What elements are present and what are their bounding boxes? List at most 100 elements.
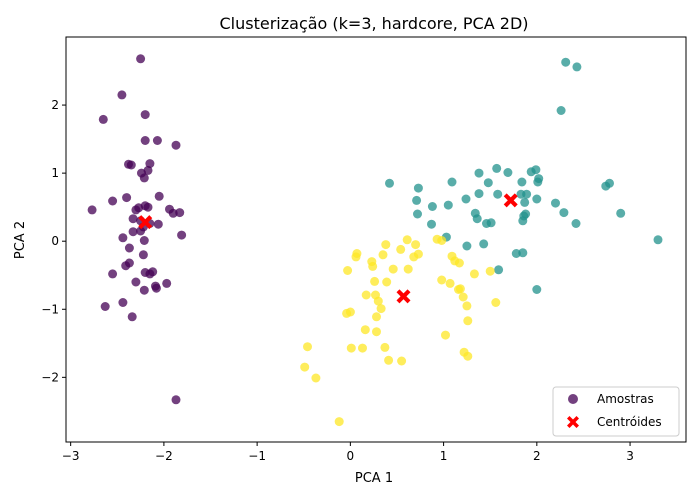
sample-point-cluster-1: [479, 239, 489, 249]
sample-point-cluster-0: [139, 236, 149, 245]
sample-point-cluster-1: [462, 241, 472, 251]
y-tick-label: 1: [51, 166, 59, 180]
sample-point-cluster-2: [370, 276, 380, 286]
centroid-marker-1: [503, 193, 518, 208]
sample-point-cluster-2: [396, 244, 406, 254]
sample-point-cluster-1: [556, 106, 566, 115]
sample-point-cluster-1: [531, 165, 541, 175]
sample-point-cluster-2: [485, 266, 495, 276]
sample-point-cluster-0: [145, 159, 155, 169]
sample-point-cluster-2: [409, 252, 419, 262]
sample-point-cluster-1: [532, 285, 542, 294]
sample-point-cluster-1: [413, 183, 423, 193]
legend-marker-centroides: [567, 416, 579, 428]
sample-point-cluster-0: [177, 230, 187, 240]
y-tick-label: −1: [41, 302, 59, 316]
sample-point-cluster-2: [372, 312, 381, 322]
sample-point-cluster-2: [397, 356, 407, 366]
sample-point-cluster-0: [128, 227, 138, 237]
sample-point-cluster-0: [162, 278, 172, 288]
sample-point-cluster-0: [118, 233, 128, 243]
sample-point-cluster-1: [517, 177, 527, 187]
x-tick-label: 3: [626, 449, 634, 463]
sample-point-cluster-2: [368, 261, 378, 271]
sample-point-cluster-1: [385, 178, 394, 188]
sample-point-cluster-1: [520, 197, 530, 207]
sample-point-cluster-1: [486, 218, 496, 228]
sample-point-cluster-2: [411, 240, 421, 250]
sample-point-cluster-1: [561, 57, 571, 67]
sample-point-cluster-0: [140, 110, 150, 120]
sample-point-cluster-0: [87, 205, 97, 215]
centroid-marker-0: [138, 215, 153, 230]
sample-point-cluster-0: [98, 114, 108, 124]
sample-point-cluster-1: [572, 62, 582, 72]
sample-point-cluster-1: [483, 178, 493, 188]
centroid-marker-2: [396, 289, 411, 304]
sample-point-cluster-1: [472, 214, 482, 224]
sample-point-cluster-2: [343, 266, 353, 275]
sample-point-cluster-2: [346, 343, 356, 353]
sample-point-cluster-0: [171, 395, 181, 405]
sample-point-cluster-2: [454, 258, 464, 268]
x-tick-label: 0: [347, 449, 355, 463]
sample-point-cluster-1: [601, 181, 611, 191]
sample-point-cluster-2: [462, 301, 472, 311]
sample-point-cluster-0: [108, 269, 118, 279]
sample-point-cluster-2: [491, 298, 501, 307]
sample-point-cluster-1: [551, 198, 560, 208]
sample-point-cluster-1: [474, 189, 484, 199]
sample-point-cluster-1: [518, 216, 528, 226]
x-tick-label: 2: [533, 449, 541, 463]
sample-point-cluster-2: [300, 362, 310, 372]
sample-point-cluster-1: [492, 163, 502, 173]
sample-point-cluster-2: [402, 235, 412, 245]
sample-point-cluster-1: [653, 235, 663, 245]
sample-point-cluster-2: [342, 308, 352, 318]
sample-point-cluster-2: [360, 325, 370, 335]
sample-point-cluster-1: [533, 177, 543, 187]
sample-point-cluster-2: [382, 277, 392, 287]
y-tick-label: −2: [41, 370, 59, 384]
sample-point-cluster-1: [616, 208, 626, 218]
sample-point-cluster-2: [303, 342, 312, 352]
x-axis-label: PCA 1: [355, 471, 393, 486]
sample-point-cluster-0: [148, 267, 158, 277]
sample-point-cluster-1: [493, 189, 503, 199]
legend-marker-amostras: [568, 394, 578, 404]
sample-point-cluster-2: [458, 292, 468, 302]
sample-point-cluster-0: [124, 243, 134, 253]
sample-point-cluster-2: [381, 240, 391, 250]
sample-point-cluster-2: [437, 275, 447, 285]
sample-point-cluster-0: [143, 202, 153, 212]
sample-point-cluster-2: [334, 417, 344, 427]
sample-point-cluster-2: [437, 236, 447, 245]
sample-point-cluster-1: [559, 208, 569, 218]
sample-point-cluster-2: [378, 250, 388, 260]
sample-point-cluster-0: [128, 214, 138, 224]
plot-frame: [65, 36, 687, 443]
legend-label-amostras: Amostras: [597, 392, 654, 406]
sample-point-cluster-0: [138, 250, 148, 260]
y-tick-label: 2: [51, 98, 59, 112]
x-tick-label: −3: [62, 449, 80, 463]
sample-point-cluster-1: [413, 209, 422, 219]
sample-point-cluster-0: [131, 205, 141, 215]
sample-point-cluster-2: [361, 290, 371, 300]
sample-point-cluster-2: [388, 264, 398, 274]
x-tick-label: −2: [155, 449, 173, 463]
sample-point-cluster-1: [522, 189, 532, 199]
sample-point-cluster-1: [511, 249, 521, 258]
sample-point-cluster-0: [126, 160, 136, 170]
sample-point-cluster-2: [445, 278, 455, 288]
sample-point-cluster-1: [532, 194, 542, 204]
sample-point-cluster-0: [136, 54, 146, 64]
y-tick-label: 0: [51, 234, 59, 248]
sample-point-cluster-1: [447, 177, 457, 187]
x-tick-label: 1: [440, 449, 448, 463]
sample-point-cluster-1: [427, 219, 436, 229]
ticks-layer: −3 −2 −1 0 1 2 3 −2 −1 0 1 2: [41, 98, 634, 463]
sample-point-cluster-1: [443, 200, 453, 210]
sample-point-cluster-2: [373, 296, 383, 306]
